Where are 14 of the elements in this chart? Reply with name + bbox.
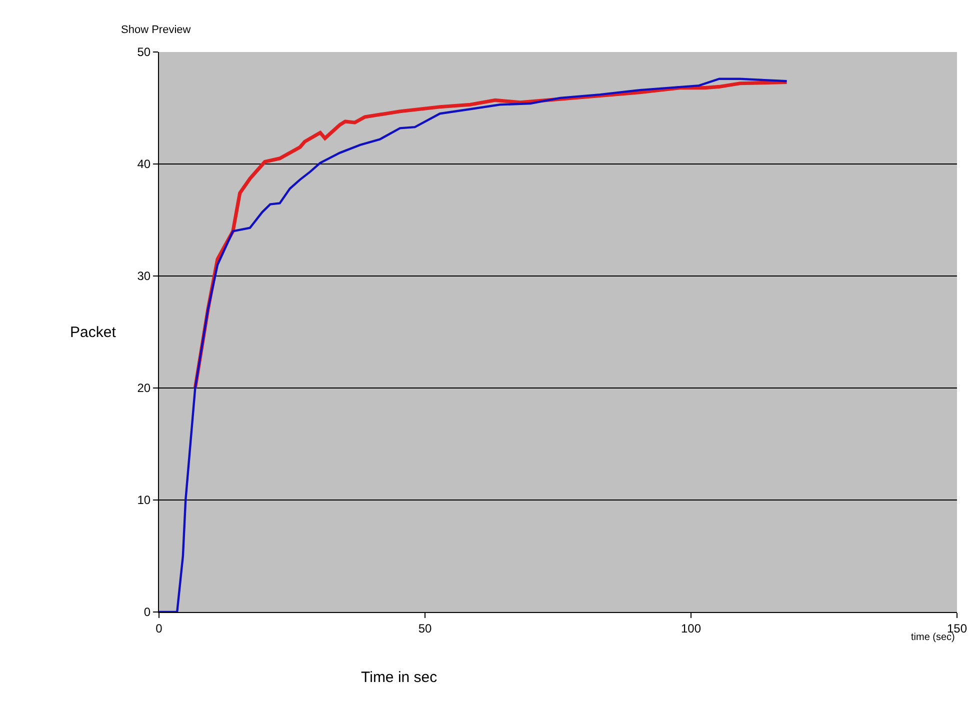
x-tick-label: 0 — [156, 621, 163, 636]
y-tick-label: 30 — [137, 269, 151, 284]
y-tick-label: 0 — [144, 605, 151, 620]
text: Time in sec — [361, 669, 438, 686]
y-tick-label: 40 — [137, 157, 151, 172]
text: Show Preview — [121, 24, 191, 36]
x-tick-label: 100 — [680, 621, 702, 636]
y-tick-label: 50 — [137, 45, 151, 60]
line-series — [159, 78, 788, 612]
x-axis-title: time (sec) — [911, 632, 955, 643]
y-tick-label: 10 — [137, 493, 151, 508]
y-axis-title: Packet — [70, 324, 117, 341]
x-tick-label: 50 — [418, 621, 432, 636]
y-tick-label: 20 — [137, 381, 151, 396]
